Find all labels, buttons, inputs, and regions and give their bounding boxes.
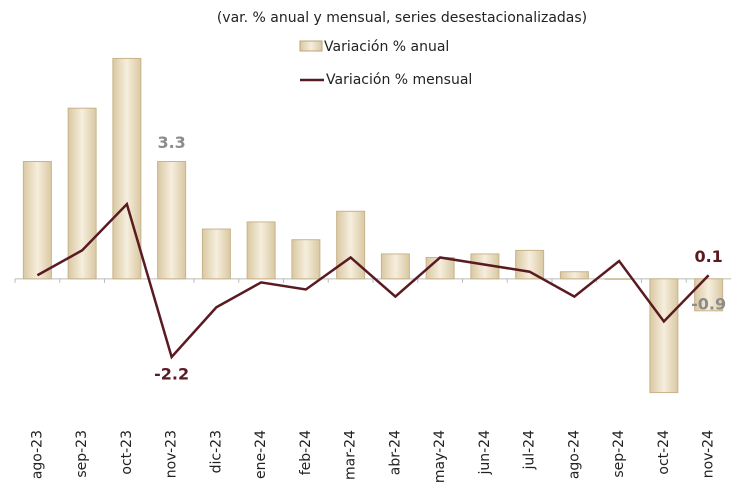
bar (201, 228, 231, 280)
data-label: 0.1 (694, 247, 722, 266)
chart-subtitle: (var. % anual y mensual, series desestac… (217, 10, 587, 26)
data-label: -0.9 (691, 294, 726, 313)
legend-label: Variación % anual (324, 39, 449, 55)
bar (425, 256, 455, 280)
x-tick-label: sep-24 (611, 430, 627, 478)
bar (67, 107, 97, 280)
x-tick-label: oct-23 (119, 430, 135, 475)
x-tick-label: nov-23 (164, 430, 180, 478)
x-tick-label: jun-24 (477, 430, 493, 476)
bar (380, 253, 410, 280)
x-tick-label: feb-24 (298, 430, 314, 475)
x-tick-label: ago-23 (29, 430, 45, 479)
x-tick-label: dic-23 (208, 430, 224, 473)
bar (649, 278, 679, 394)
bar (336, 210, 366, 280)
x-tick-label: jul-24 (522, 430, 538, 471)
bar (291, 239, 321, 280)
x-tick-label: may-24 (432, 430, 448, 483)
legend-swatch-bar (299, 40, 323, 52)
legend-label: Variación % mensual (326, 72, 472, 88)
bar (694, 278, 724, 312)
bar (515, 249, 545, 280)
x-tick-label: abr-24 (387, 430, 403, 475)
line (36, 201, 710, 360)
x-tick-label: nov-24 (701, 430, 717, 478)
bar (22, 161, 52, 280)
data-label: 3.3 (157, 133, 185, 152)
x-tick-label: ago-24 (566, 430, 582, 479)
bar (112, 57, 142, 280)
x-tick-label: mar-24 (343, 430, 359, 480)
x-tick-label: ene-24 (253, 430, 269, 479)
bar (246, 221, 276, 280)
bar (559, 271, 589, 280)
x-tick-label: sep-23 (74, 430, 90, 478)
data-label: -2.2 (154, 365, 189, 384)
bar (157, 161, 187, 280)
x-tick-label: oct-24 (656, 430, 672, 475)
bar (604, 278, 634, 280)
